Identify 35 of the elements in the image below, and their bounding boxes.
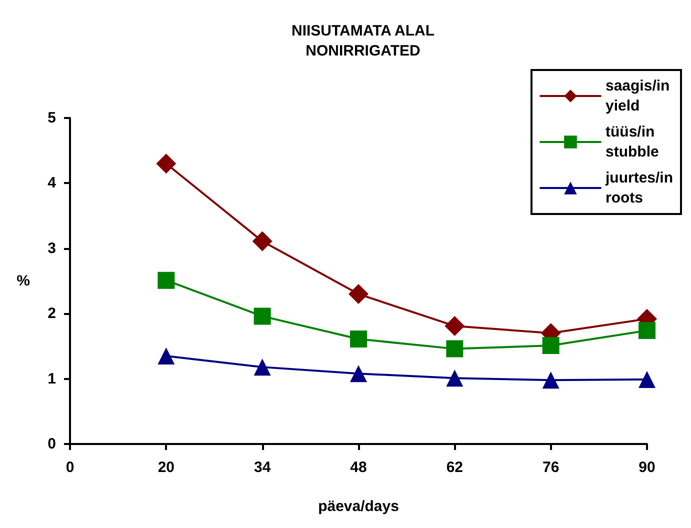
point — [446, 340, 464, 358]
y-tick-label: 3 — [48, 240, 56, 257]
x-tick-label: 48 — [350, 459, 367, 476]
point — [638, 322, 656, 340]
x-tick-label: 90 — [638, 459, 656, 476]
chart-title: NIISUTAMATA ALAL NONIRRIGATED — [291, 22, 435, 60]
point — [348, 284, 368, 304]
legend-label: tüüs/in stubble — [605, 124, 659, 160]
point — [254, 358, 271, 376]
point — [542, 372, 560, 389]
legend-label: saagis/in yield — [605, 78, 670, 114]
y-tick-label: 2 — [48, 305, 56, 322]
x-tick-label: 62 — [446, 459, 464, 476]
x-tick-label: 0 — [66, 459, 74, 476]
x-tick-label: 76 — [542, 459, 560, 476]
point — [542, 337, 560, 354]
point — [158, 272, 175, 289]
x-axis-title: päeva/days — [318, 498, 399, 515]
point — [252, 231, 272, 252]
x-tick-label: 34 — [254, 459, 272, 476]
point — [350, 330, 367, 348]
y-tick-label: 5 — [48, 110, 56, 126]
y-tick-label: 1 — [48, 370, 56, 388]
point — [638, 370, 656, 388]
point — [158, 347, 175, 364]
y-axis-title: % — [16, 272, 30, 290]
point — [444, 316, 465, 336]
point — [156, 154, 176, 174]
legend-label: juurtes/in roots — [604, 170, 674, 206]
point — [446, 370, 464, 387]
y-tick-label: 4 — [48, 174, 57, 192]
x-tick-label: 20 — [158, 459, 175, 476]
point — [254, 308, 271, 325]
point — [350, 365, 367, 382]
y-tick-label: 0 — [48, 436, 56, 452]
